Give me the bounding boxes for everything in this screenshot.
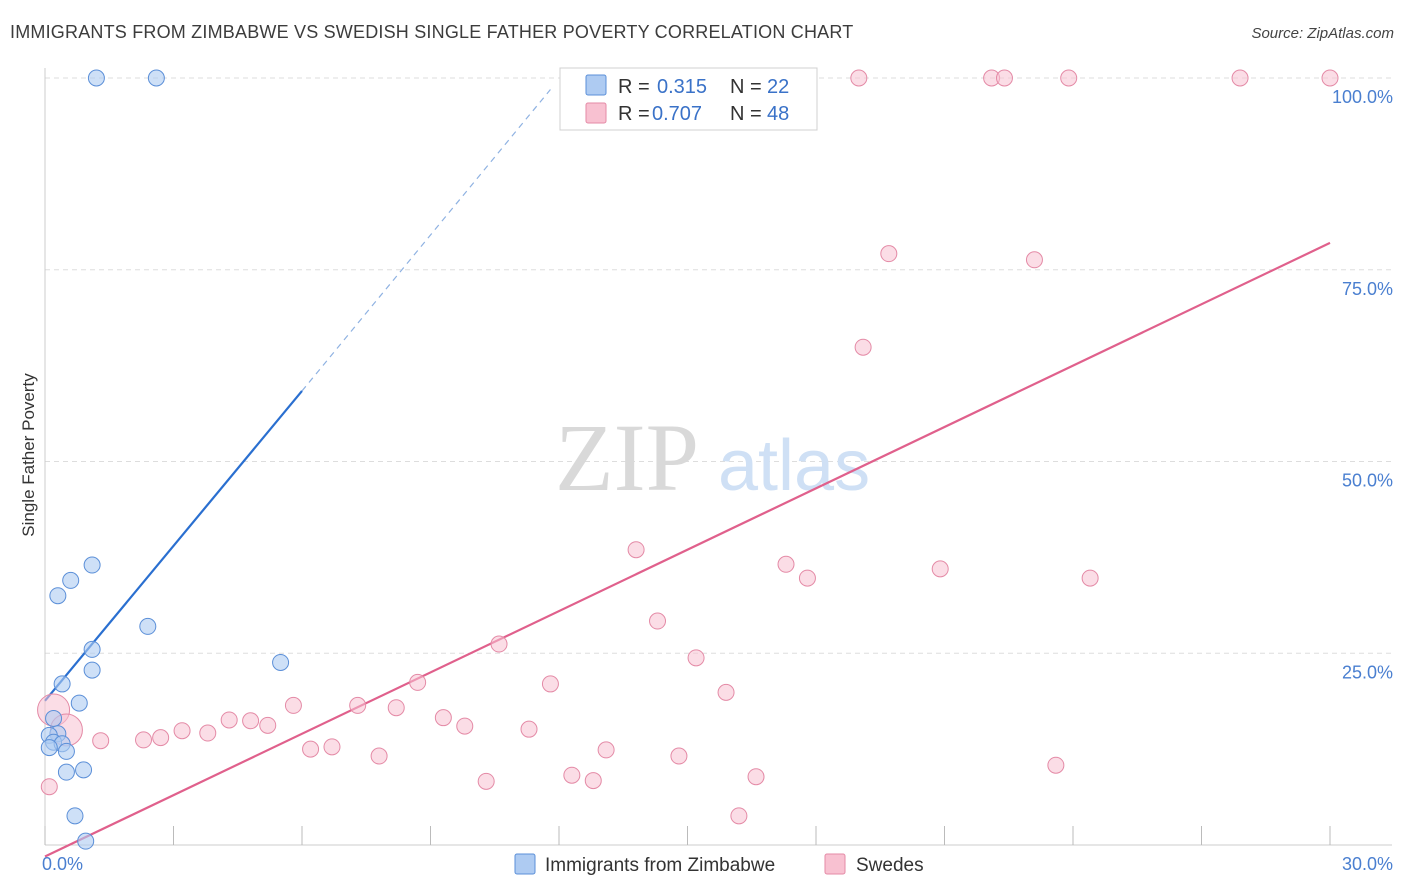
point-swedes-25 — [259, 716, 277, 734]
point-swedes-29 — [173, 722, 191, 740]
point-zimbabwe-9 — [272, 653, 290, 671]
point-swedes-39 — [597, 741, 615, 759]
point-zimbabwe-1 — [147, 69, 165, 87]
data-points — [37, 69, 1339, 850]
point-swedes-23 — [220, 711, 238, 729]
y-tick-label-2: 75.0% — [1342, 279, 1393, 299]
point-swedes-19 — [717, 683, 735, 701]
gridlines — [45, 77, 1392, 654]
point-swedes-9 — [627, 541, 645, 559]
legend-n-value-zimbabwe: 22 — [767, 76, 789, 98]
point-zimbabwe-4 — [49, 587, 67, 605]
tick-labels: 25.0% 50.0% 75.0% 100.0% 0.0% 30.0% — [42, 87, 1393, 874]
point-swedes-14 — [649, 612, 667, 630]
point-swedes-46 — [730, 807, 748, 825]
point-zimbabwe-17 — [57, 742, 75, 760]
point-swedes-21 — [349, 696, 367, 714]
point-swedes-5 — [1321, 69, 1339, 87]
point-swedes-22 — [387, 699, 405, 717]
bottom-legend-swatch-swedes — [824, 853, 846, 875]
point-swedes-44 — [584, 772, 602, 790]
point-swedes-13 — [1081, 569, 1099, 587]
point-swedes-28 — [520, 720, 538, 738]
point-swedes-32 — [135, 731, 153, 749]
point-swedes-38 — [370, 747, 388, 765]
x-tick-label-0: 0.0% — [42, 854, 83, 874]
point-swedes-10 — [777, 555, 795, 573]
point-swedes-30 — [199, 724, 217, 742]
legend-swatch-swedes — [585, 102, 607, 124]
point-swedes-20 — [284, 696, 302, 714]
point-swedes-41 — [1047, 756, 1065, 774]
legend-swatch-zimbabwe — [585, 74, 607, 96]
point-zimbabwe-8 — [53, 675, 71, 693]
point-zimbabwe-2 — [83, 556, 101, 574]
x-tick-label-1: 30.0% — [1342, 854, 1393, 874]
point-zimbabwe-3 — [62, 571, 80, 589]
legend-r-value-swedes: 0.707 — [652, 103, 702, 125]
point-swedes-45 — [747, 768, 765, 786]
legend: R = 0.315 N = 22 R = 0.707 N = 48 — [559, 67, 818, 131]
point-swedes-2 — [995, 69, 1013, 87]
legend-r-value-zimbabwe: 0.315 — [657, 76, 707, 98]
legend-r-label-zimbabwe: R = — [618, 76, 650, 98]
watermark-atlas: atlas — [718, 426, 870, 506]
point-swedes-3 — [1060, 69, 1078, 87]
chart-title: IMMIGRANTS FROM ZIMBABWE VS SWEDISH SING… — [10, 22, 854, 42]
source-label: Source: ZipAtlas.com — [1251, 25, 1394, 42]
bottom-legend-label-swedes: Swedes — [856, 855, 924, 876]
legend-n-label-swedes: N = — [730, 103, 762, 125]
point-zimbabwe-19 — [75, 761, 93, 779]
y-tick-label-1: 50.0% — [1342, 471, 1393, 491]
point-swedes-27 — [456, 717, 474, 735]
point-swedes-4 — [1231, 69, 1249, 87]
legend-r-label-swedes: R = — [618, 103, 650, 125]
point-zimbabwe-0 — [87, 69, 105, 87]
trend-line-swedes — [44, 241, 1331, 858]
bottom-legend: Immigrants from Zimbabwe Swedes — [514, 853, 924, 876]
point-swedes-33 — [92, 732, 110, 750]
legend-n-label-zimbabwe: N = — [730, 76, 762, 98]
point-swedes-0 — [850, 69, 868, 87]
point-swedes-16 — [687, 649, 705, 667]
point-swedes-12 — [931, 560, 949, 578]
point-swedes-43 — [563, 766, 581, 784]
point-swedes-36 — [302, 740, 320, 758]
trend-line-zimbabwe — [44, 390, 303, 702]
point-swedes-24 — [242, 712, 260, 730]
point-swedes-18 — [541, 675, 559, 693]
point-zimbabwe-5 — [139, 617, 157, 635]
point-swedes-7 — [1025, 251, 1043, 269]
point-swedes-37 — [323, 738, 341, 756]
point-swedes-31 — [152, 729, 170, 747]
point-zimbabwe-21 — [77, 832, 95, 850]
point-zimbabwe-20 — [66, 807, 84, 825]
trend-line-zimbabwe-extension — [301, 89, 551, 392]
point-swedes-42 — [477, 772, 495, 790]
point-swedes-47 — [40, 778, 58, 796]
point-zimbabwe-6 — [83, 640, 101, 658]
point-swedes-6 — [880, 245, 898, 263]
point-zimbabwe-11 — [45, 709, 63, 727]
point-zimbabwe-10 — [70, 694, 88, 712]
bottom-legend-swatch-zimbabwe — [514, 853, 536, 875]
point-swedes-26 — [434, 709, 452, 727]
bottom-legend-label-zimbabwe: Immigrants from Zimbabwe — [545, 855, 775, 876]
point-zimbabwe-16 — [40, 739, 58, 757]
point-swedes-8 — [854, 338, 872, 356]
point-swedes-11 — [798, 569, 816, 587]
watermark: ZIP atlas — [555, 404, 870, 511]
y-tick-label-0: 25.0% — [1342, 662, 1393, 682]
y-axis-title: Single Father Poverty — [19, 373, 38, 537]
y-tick-label-3: 100.0% — [1332, 87, 1393, 107]
point-swedes-17 — [409, 673, 427, 691]
point-swedes-40 — [670, 747, 688, 765]
point-zimbabwe-7 — [83, 661, 101, 679]
point-swedes-15 — [490, 635, 508, 653]
watermark-zip: ZIP — [555, 404, 699, 511]
point-zimbabwe-18 — [57, 763, 75, 781]
legend-n-value-swedes: 48 — [767, 103, 789, 125]
